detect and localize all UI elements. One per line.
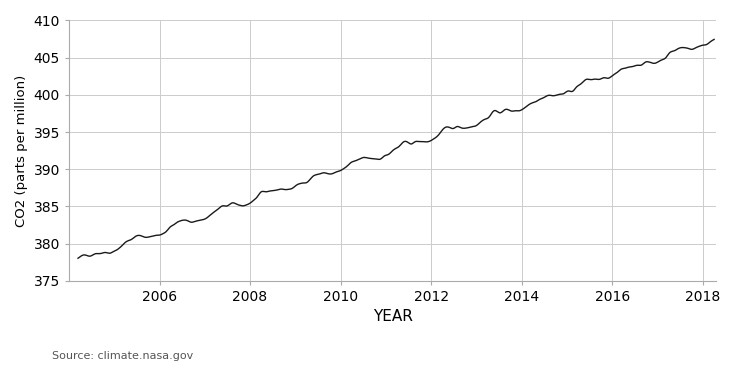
Text: Source: climate.nasa.gov: Source: climate.nasa.gov (52, 351, 193, 361)
X-axis label: YEAR: YEAR (373, 310, 413, 324)
Y-axis label: CO2 (parts per million): CO2 (parts per million) (15, 74, 28, 227)
